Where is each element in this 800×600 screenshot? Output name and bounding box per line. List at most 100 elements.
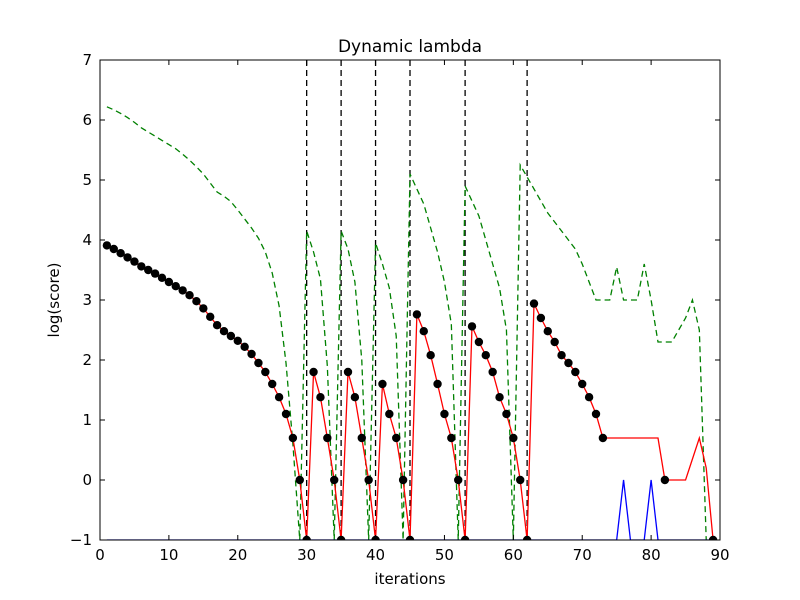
score-point-10 (164, 277, 174, 287)
score-point-65 (543, 327, 552, 336)
score-point-19 (226, 331, 236, 341)
score-point-16 (206, 312, 215, 321)
score-point-41 (378, 379, 387, 389)
score-point-55 (474, 337, 484, 347)
score-point-3 (116, 249, 125, 258)
y-tick-label-2: 2 (82, 351, 92, 369)
x-tick-label-10: 10 (159, 546, 178, 564)
series-line-lower-bound (106, 479, 714, 540)
score-point-28 (288, 433, 298, 443)
x-tick-label-20: 20 (228, 546, 247, 564)
score-point-22 (247, 349, 256, 359)
score-point-68 (564, 358, 573, 368)
score-point-70 (578, 379, 587, 389)
score-point-38 (357, 433, 366, 443)
x-tick-label-90: 90 (710, 546, 729, 564)
score-point-58 (495, 393, 504, 402)
y-tick-label-0: 0 (82, 471, 92, 489)
x-tick-label-50: 50 (435, 546, 454, 564)
score-point-89 (708, 535, 718, 540)
score-point-67 (557, 351, 566, 360)
score-point-6 (137, 262, 146, 271)
score-point-25 (268, 379, 277, 389)
score-point-20 (233, 336, 242, 345)
y-tick-label-1: 1 (82, 411, 92, 429)
score-point-62 (522, 535, 532, 540)
score-point-44 (398, 475, 408, 485)
score-point-37 (350, 393, 360, 402)
x-axis-label: iterations (374, 570, 445, 588)
score-point-60 (509, 433, 518, 443)
score-point-11 (171, 282, 180, 291)
score-point-2 (109, 244, 118, 254)
score-point-27 (281, 409, 291, 419)
x-tick-label-40: 40 (366, 546, 385, 564)
score-point-26 (274, 393, 284, 402)
score-point-21 (240, 342, 249, 351)
series-line-upper-bound (106, 106, 707, 540)
score-point-64 (536, 313, 546, 323)
score-point-1 (102, 241, 112, 250)
chart-title: Dynamic lambda (338, 37, 482, 57)
score-point-49 (433, 379, 442, 389)
score-point-32 (316, 393, 325, 402)
score-point-63 (529, 299, 539, 308)
x-tick-label-80: 80 (642, 546, 661, 564)
y-tick-label-3: 3 (82, 291, 92, 309)
score-point-4 (123, 253, 132, 262)
y-tick-label-5: 5 (82, 171, 92, 189)
score-point-45 (405, 535, 415, 540)
score-point-13 (185, 291, 194, 300)
score-point-53 (460, 535, 470, 540)
score-point-71 (584, 393, 594, 402)
score-point-50 (440, 409, 449, 419)
score-point-72 (591, 409, 601, 419)
score-point-47 (419, 327, 428, 336)
score-point-7 (144, 265, 153, 275)
score-point-34 (330, 475, 339, 485)
x-tick-label-70: 70 (573, 546, 592, 564)
score-point-31 (309, 367, 318, 377)
y-tick-label-6: 6 (82, 111, 92, 129)
score-point-39 (364, 475, 373, 485)
score-point-35 (336, 535, 346, 540)
score-point-42 (385, 409, 394, 419)
score-point-14 (192, 297, 201, 306)
score-point-52 (454, 475, 463, 485)
score-point-12 (178, 286, 187, 295)
score-point-66 (550, 337, 559, 347)
y-tick-label-4: 4 (82, 231, 92, 249)
score-point-82 (660, 475, 670, 485)
x-tick-label-60: 60 (504, 546, 523, 564)
x-tick-label-0: 0 (95, 546, 105, 564)
score-point-36 (343, 367, 353, 377)
score-point-17 (212, 321, 222, 330)
score-point-46 (412, 310, 422, 319)
score-point-8 (150, 269, 160, 278)
score-point-59 (502, 409, 511, 419)
y-tick-label--1: −1 (70, 531, 92, 549)
score-point-57 (488, 367, 497, 377)
score-point-51 (447, 433, 456, 443)
score-point-9 (157, 273, 167, 282)
x-tick-label-30: 30 (297, 546, 316, 564)
score-point-69 (571, 367, 580, 377)
score-point-54 (467, 322, 477, 331)
score-point-18 (219, 327, 229, 336)
y-axis-label: log(score) (45, 263, 63, 338)
y-tick-label-7: 7 (82, 51, 92, 69)
score-point-61 (516, 475, 525, 485)
score-point-48 (426, 351, 435, 360)
score-point-73 (598, 433, 608, 443)
score-point-29 (295, 475, 304, 485)
score-point-15 (199, 304, 208, 313)
score-point-5 (130, 257, 139, 266)
score-point-23 (254, 358, 263, 368)
score-point-24 (261, 367, 270, 377)
score-point-56 (481, 351, 490, 360)
score-point-33 (323, 433, 332, 443)
score-point-43 (392, 433, 401, 443)
